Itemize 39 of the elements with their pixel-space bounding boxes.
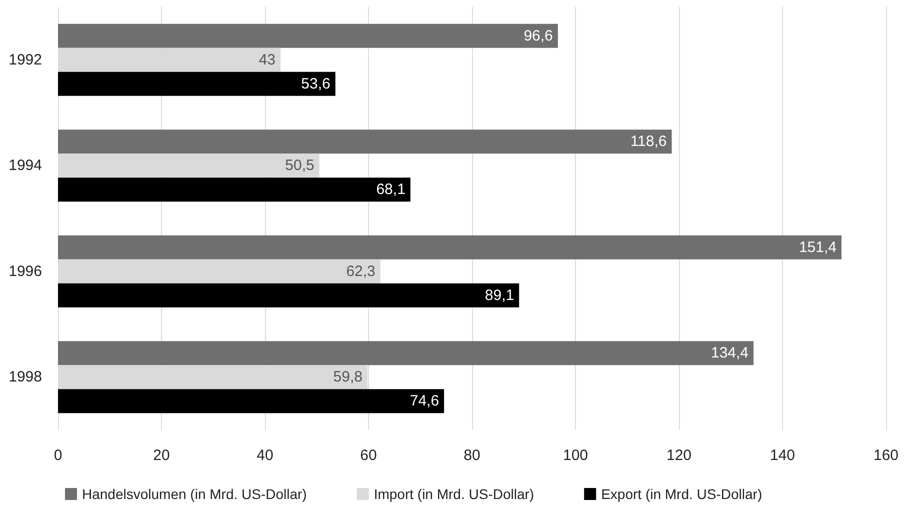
data-label: 68,1 bbox=[376, 181, 406, 198]
legend-label: Import (in Mrd. US-Dollar) bbox=[374, 486, 534, 502]
data-label: 96,6 bbox=[524, 27, 553, 44]
y-tick-label: 1996 bbox=[8, 262, 42, 280]
data-label: 151,4 bbox=[798, 238, 836, 256]
y-tick-label: 1998 bbox=[8, 368, 42, 386]
bar bbox=[58, 72, 336, 96]
data-label: 118,6 bbox=[630, 133, 667, 150]
bar bbox=[58, 283, 520, 308]
data-label: 62,3 bbox=[346, 262, 376, 280]
data-label: 134,4 bbox=[710, 344, 749, 362]
x-tick-label: 0 bbox=[54, 447, 62, 464]
y-tick-label: 1992 bbox=[8, 51, 42, 68]
bar bbox=[58, 389, 444, 414]
data-label: 59,8 bbox=[333, 368, 362, 386]
data-label: 89,1 bbox=[484, 286, 514, 304]
bar bbox=[58, 235, 842, 260]
legend-label: Export (in Mrd. US-Dollar) bbox=[601, 486, 762, 502]
data-label: 43 bbox=[258, 51, 276, 68]
bar bbox=[58, 154, 320, 178]
x-tick-label: 80 bbox=[464, 447, 480, 464]
bar bbox=[58, 24, 558, 48]
y-tick-label: 1994 bbox=[8, 157, 42, 174]
x-tick-label: 40 bbox=[256, 447, 274, 464]
x-tick-label: 60 bbox=[360, 447, 377, 464]
bar bbox=[58, 259, 380, 284]
x-tick-label: 160 bbox=[873, 447, 899, 464]
bar bbox=[58, 48, 281, 72]
data-label: 74,6 bbox=[410, 392, 440, 410]
x-tick-label: 140 bbox=[770, 447, 796, 464]
x-tick-label: 120 bbox=[666, 447, 692, 464]
data-label: 53,6 bbox=[301, 75, 330, 92]
x-tick-label: 100 bbox=[562, 447, 588, 464]
legend-label: Handelsvolumen (in Mrd. US-Dollar) bbox=[82, 486, 307, 502]
bar bbox=[58, 178, 410, 202]
data-label: 50,5 bbox=[285, 157, 314, 174]
bar bbox=[58, 341, 754, 366]
x-tick-label: 20 bbox=[153, 447, 170, 464]
bar bbox=[58, 130, 672, 154]
